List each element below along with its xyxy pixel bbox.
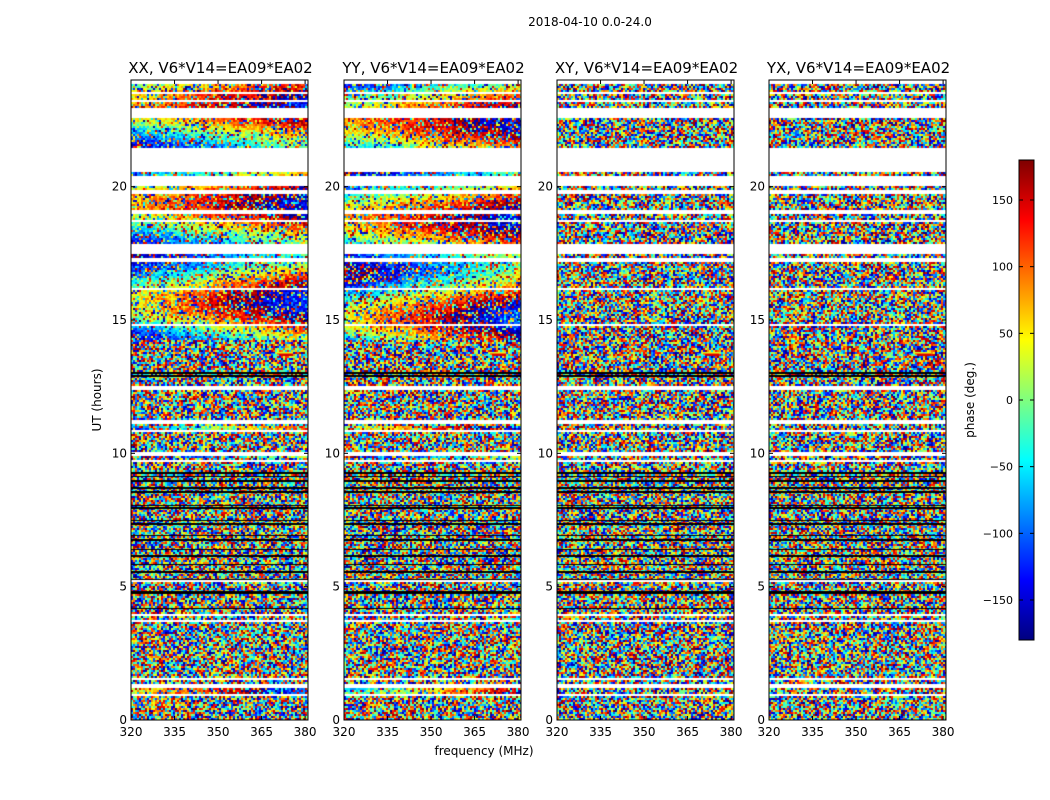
x-tick-label: 380 xyxy=(932,725,955,739)
colorbar-tick-label: −50 xyxy=(990,461,1013,474)
x-tick-label: 350 xyxy=(207,725,230,739)
x-tick-label: 320 xyxy=(546,725,569,739)
phase-heatmap xyxy=(557,80,734,720)
x-tick-label: 335 xyxy=(801,725,824,739)
colorbar-tick-label: 150 xyxy=(992,194,1013,207)
y-tick-label: 15 xyxy=(325,313,340,327)
panel-yy: YY, V6*V14=EA09*EA02 320 335 350 365 380 0 5 10 1… xyxy=(325,59,530,739)
panel-frame xyxy=(130,79,309,721)
x-tick-label: 320 xyxy=(120,725,143,739)
phase-heatmap xyxy=(769,80,946,720)
phase-heatmap xyxy=(344,80,521,720)
y-tick-label: 15 xyxy=(538,313,553,327)
x-tick-label: 365 xyxy=(250,725,273,739)
y-tick-label: 10 xyxy=(750,446,765,460)
y-tick-label: 10 xyxy=(325,446,340,460)
y-tick-label: 0 xyxy=(757,713,765,727)
panel-xy: XY, V6*V14=EA09*EA02 320 335 350 365 380 0 5 10 1… xyxy=(538,59,743,739)
y-tick-label: 15 xyxy=(112,313,127,327)
colorbar-label: phase (deg.) xyxy=(963,362,977,438)
panel-frame xyxy=(768,79,947,721)
x-tick-label: 380 xyxy=(294,725,317,739)
x-tick-label: 365 xyxy=(888,725,911,739)
x-tick-label: 335 xyxy=(376,725,399,739)
y-tick-label: 0 xyxy=(545,713,553,727)
y-tick-label: 0 xyxy=(119,713,127,727)
y-tick-label: 5 xyxy=(757,580,765,594)
y-tick-label: 15 xyxy=(750,313,765,327)
y-tick-label: 20 xyxy=(112,180,127,194)
y-tick-label: 20 xyxy=(325,180,340,194)
phase-heatmap xyxy=(131,80,308,720)
colorbar-tick-label: −100 xyxy=(983,527,1013,540)
y-tick-label: 5 xyxy=(545,580,553,594)
x-tick-label: 320 xyxy=(758,725,781,739)
y-tick-label: 0 xyxy=(332,713,340,727)
x-tick-label: 350 xyxy=(420,725,443,739)
panel-title: YX, V6*V14=EA09*EA02 xyxy=(766,59,950,77)
panel-title: XY, V6*V14=EA09*EA02 xyxy=(555,59,738,77)
panels: XX, V6*V14=EA09*EA02 320 335 350 365 380 0 5 10 1… xyxy=(112,59,955,739)
y-tick-label: 10 xyxy=(112,446,127,460)
y-tick-label: 5 xyxy=(119,580,127,594)
panel-frame xyxy=(343,79,522,721)
x-tick-label: 365 xyxy=(676,725,699,739)
panel-title: YY, V6*V14=EA09*EA02 xyxy=(341,59,524,77)
panel-title: XX, V6*V14=EA09*EA02 xyxy=(128,59,312,77)
figure-title: 2018-04-10 0.0-24.0 xyxy=(528,15,652,29)
panel-frame xyxy=(556,79,735,721)
colorbar-tick-label: 0 xyxy=(1006,394,1013,407)
x-tick-label: 350 xyxy=(845,725,868,739)
colorbar: −150 −100 −50 0 50 100 150 xyxy=(983,159,1035,641)
colorbar-tick-label: 100 xyxy=(992,261,1013,274)
x-tick-label: 380 xyxy=(507,725,530,739)
x-tick-label: 320 xyxy=(333,725,356,739)
colorbar-tick-label: −150 xyxy=(983,594,1013,607)
x-tick-label: 380 xyxy=(720,725,743,739)
y-axis-label: UT (hours) xyxy=(90,368,104,431)
panel-yx: YX, V6*V14=EA09*EA02 320 335 350 365 380 0 5 10 1… xyxy=(750,59,955,739)
y-tick-label: 5 xyxy=(332,580,340,594)
colorbar-tick-label: 50 xyxy=(999,327,1013,340)
y-tick-label: 10 xyxy=(538,446,553,460)
x-tick-label: 350 xyxy=(633,725,656,739)
panel-xx: XX, V6*V14=EA09*EA02 320 335 350 365 380 0 5 10 1… xyxy=(112,59,317,739)
y-tick-label: 20 xyxy=(750,180,765,194)
x-axis-label: frequency (MHz) xyxy=(434,744,533,758)
x-tick-label: 335 xyxy=(163,725,186,739)
x-tick-label: 335 xyxy=(589,725,612,739)
y-tick-label: 20 xyxy=(538,180,553,194)
x-tick-label: 365 xyxy=(463,725,486,739)
